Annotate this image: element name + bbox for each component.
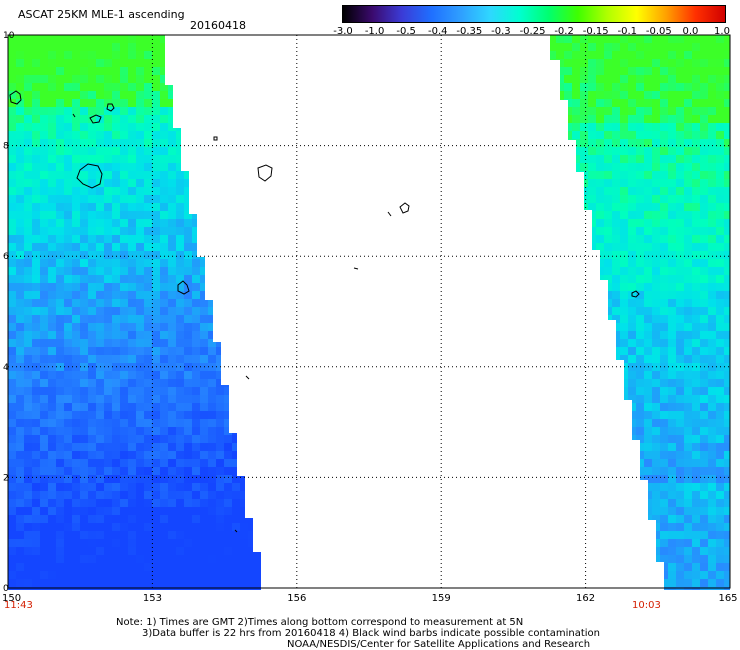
color-scale-label: -0.1 bbox=[617, 26, 638, 37]
lat-tick-label: 4 bbox=[3, 363, 9, 373]
time-left: 11:43 bbox=[4, 600, 33, 611]
lon-tick-label: 159 bbox=[432, 593, 451, 604]
lon-tick-label: 162 bbox=[576, 593, 595, 604]
footer-notes: Note: 1) Times are GMT 2)Times along bot… bbox=[116, 617, 600, 650]
color-scale-label: -0.05 bbox=[645, 26, 672, 37]
color-scale-label: -0.35 bbox=[456, 26, 483, 37]
swath-right bbox=[550, 35, 730, 590]
color-scale-bar bbox=[342, 5, 726, 23]
lat-tick-label: 6 bbox=[3, 252, 9, 262]
lon-tick-label: 150 bbox=[2, 593, 21, 604]
map-title: ASCAT 25KM MLE-1 ascending bbox=[18, 8, 185, 21]
color-scale-label: -0.15 bbox=[582, 26, 609, 37]
lat-tick-label: 2 bbox=[3, 473, 9, 483]
color-scale-label: -0.2 bbox=[554, 26, 574, 37]
note-line-1: Note: 1) Times are GMT 2)Times along bot… bbox=[116, 617, 524, 628]
color-scale-label: 1.0 bbox=[714, 26, 730, 37]
color-scale-label: -0.3 bbox=[491, 26, 511, 37]
swath-left bbox=[8, 35, 261, 590]
lon-tick-label: 153 bbox=[143, 593, 162, 604]
color-scale-label: -0.4 bbox=[427, 26, 448, 37]
lat-tick-label: 10 bbox=[3, 31, 15, 41]
island-outlines bbox=[9, 90, 640, 533]
lon-tick-label: 156 bbox=[287, 593, 306, 604]
axis-tick-labels: 150 153 156 159 162 165 10 8 6 4 2 0 bbox=[2, 31, 738, 604]
note-line-3: NOAA/NESDIS/Center for Satellite Applica… bbox=[287, 639, 591, 650]
lat-tick-label: 8 bbox=[3, 142, 9, 152]
lat-lon-grid bbox=[7, 34, 731, 589]
color-scale-label: 0.0 bbox=[682, 26, 699, 37]
color-scale-label: -3.0 bbox=[333, 26, 353, 37]
lon-tick-label: 165 bbox=[718, 593, 737, 604]
color-scale-label: -0.25 bbox=[519, 26, 546, 37]
color-scale-label: -0.5 bbox=[396, 26, 416, 37]
color-scale-label: -1.0 bbox=[364, 26, 385, 37]
note-line-2: 3)Data buffer is 22 hrs from 20160418 4)… bbox=[142, 628, 600, 639]
map-date: 20160418 bbox=[190, 19, 246, 32]
time-right: 10:03 bbox=[632, 600, 661, 611]
lat-tick-label: 0 bbox=[3, 584, 9, 594]
